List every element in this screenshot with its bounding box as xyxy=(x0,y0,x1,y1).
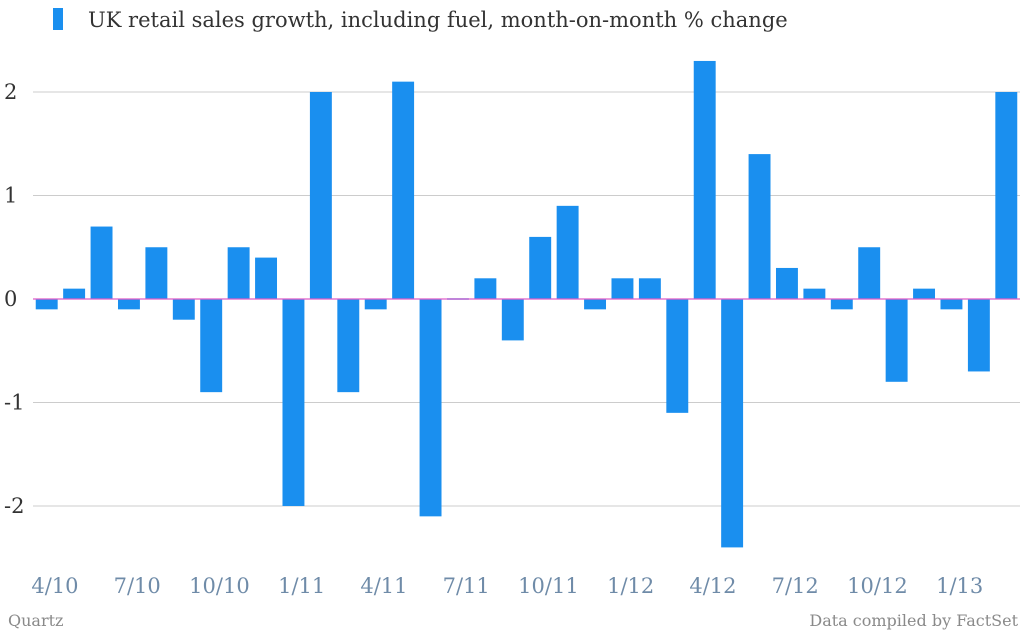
bar xyxy=(694,61,716,299)
bar xyxy=(365,299,387,309)
bar xyxy=(255,258,277,299)
bar xyxy=(803,289,825,299)
bar xyxy=(584,299,606,309)
legend-label: UK retail sales growth, including fuel, … xyxy=(88,8,788,32)
bar xyxy=(145,247,167,299)
bar xyxy=(940,299,962,309)
x-tick-label: 4/10 xyxy=(31,574,78,598)
bar xyxy=(886,299,908,382)
bar xyxy=(36,299,58,309)
bar xyxy=(529,237,551,299)
bar xyxy=(776,268,798,299)
x-tick-label: 10/10 xyxy=(189,574,250,598)
bar xyxy=(968,299,990,371)
bar xyxy=(392,82,414,299)
bar xyxy=(749,154,771,299)
x-tick-label: 4/11 xyxy=(360,574,407,598)
y-axis-ticks: 2 1 0 -1 -2 xyxy=(4,80,24,518)
bar xyxy=(721,299,743,547)
bar xyxy=(310,92,332,299)
bar xyxy=(228,247,250,299)
y-tick-label: -1 xyxy=(4,391,24,415)
x-tick-label: 10/11 xyxy=(518,574,579,598)
bar xyxy=(639,278,661,299)
chart: UK retail sales growth, including fuel, … xyxy=(0,0,1026,634)
bar xyxy=(420,299,442,516)
bar xyxy=(118,299,140,309)
y-tick-label: 2 xyxy=(4,80,17,104)
x-tick-label: 10/12 xyxy=(847,574,908,598)
bars xyxy=(36,61,1018,547)
source-left: Quartz xyxy=(8,611,63,630)
x-tick-label: 1/12 xyxy=(607,574,654,598)
bar xyxy=(611,278,633,299)
bar xyxy=(200,299,222,392)
y-tick-label: -2 xyxy=(4,494,24,518)
x-axis-ticks: 4/10 7/10 10/10 1/11 4/11 7/11 10/11 1/12 4/12 7/… xyxy=(31,574,983,598)
legend: UK retail sales growth, including fuel, … xyxy=(53,8,788,32)
bar xyxy=(913,289,935,299)
x-tick-label: 7/10 xyxy=(114,574,161,598)
x-tick-label: 7/12 xyxy=(772,574,819,598)
x-tick-label: 4/12 xyxy=(689,574,736,598)
bar xyxy=(995,92,1017,299)
bar xyxy=(63,289,85,299)
source-right: Data compiled by FactSet xyxy=(809,611,1018,630)
bar xyxy=(91,227,113,299)
y-tick-label: 1 xyxy=(4,184,17,208)
y-tick-label: 0 xyxy=(4,287,17,311)
x-tick-label: 7/11 xyxy=(443,574,490,598)
legend-swatch xyxy=(53,8,63,30)
bar xyxy=(282,299,304,506)
bar xyxy=(666,299,688,413)
bar xyxy=(337,299,359,392)
bar xyxy=(557,206,579,299)
bar xyxy=(474,278,496,299)
bar xyxy=(831,299,853,309)
bar xyxy=(502,299,524,340)
x-tick-label: 1/13 xyxy=(936,574,983,598)
x-tick-label: 1/11 xyxy=(278,574,325,598)
bar xyxy=(858,247,880,299)
bar xyxy=(173,299,195,320)
